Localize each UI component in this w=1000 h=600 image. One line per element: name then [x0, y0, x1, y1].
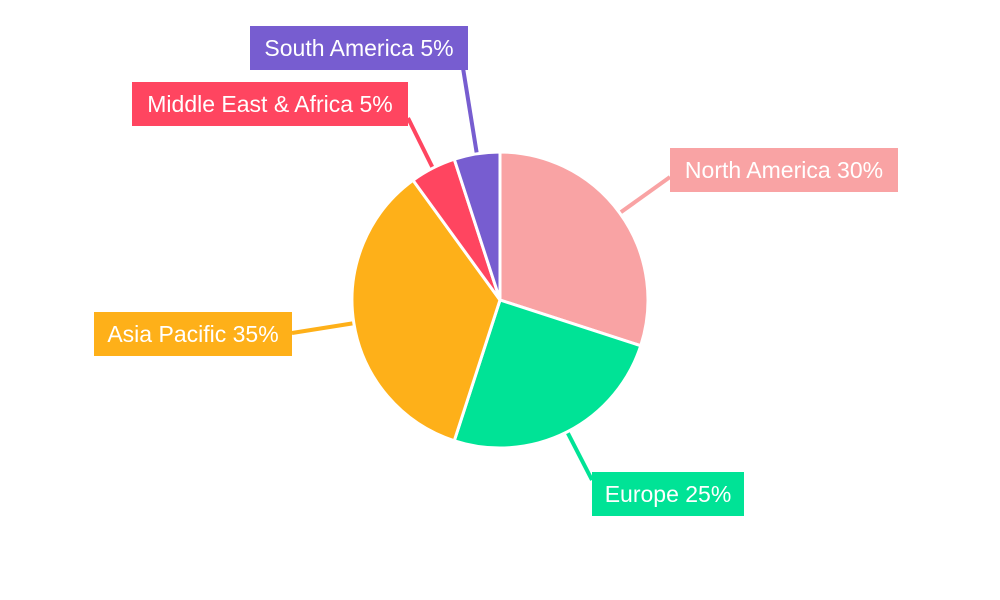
pie-slice-europe[interactable]	[452, 298, 643, 450]
data-label: Asia Pacific 35%	[107, 321, 278, 347]
data-label: North America 30%	[685, 157, 883, 183]
pie-slice-south-america[interactable]	[452, 150, 502, 301]
leader-line	[461, 67, 480, 157]
data-label-box	[94, 312, 292, 356]
data-label: Middle East & Africa 5%	[147, 91, 392, 117]
data-label-box	[670, 148, 898, 192]
data-label: Europe 25%	[605, 481, 732, 507]
leader-line	[616, 175, 672, 216]
leader-line	[291, 320, 357, 335]
pie-slice-asia-pacific[interactable]	[350, 178, 502, 443]
pie-slice-north-america[interactable]	[498, 150, 650, 348]
leader-line	[406, 117, 436, 171]
data-label: South America 5%	[264, 35, 453, 61]
leader-line	[564, 429, 594, 481]
data-label-box	[250, 26, 468, 70]
data-label-box	[592, 472, 744, 516]
data-label-box	[132, 82, 408, 126]
